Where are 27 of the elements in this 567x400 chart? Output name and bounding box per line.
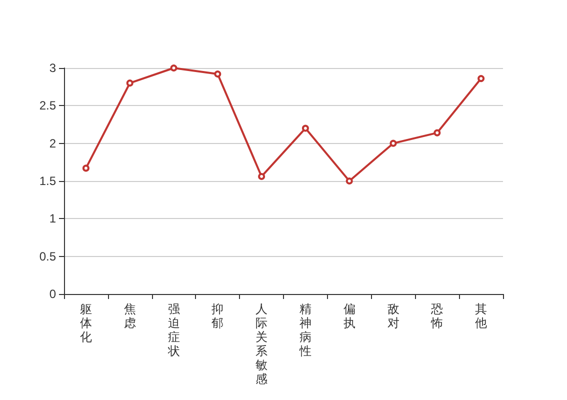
point bbox=[126, 80, 134, 87]
x-tick-label: 人际关系敏感 bbox=[256, 302, 268, 386]
y-tick-label: 1 bbox=[49, 212, 56, 226]
x-tick-label: 精神病性 bbox=[298, 302, 312, 358]
point bbox=[302, 124, 309, 132]
y-tick-label: 0.5 bbox=[39, 249, 56, 264]
y-tick-label: 3 bbox=[49, 61, 56, 75]
point bbox=[82, 164, 90, 172]
x-tick-label: 躯体化 bbox=[80, 302, 92, 344]
y-tick-label: 2.5 bbox=[39, 98, 56, 113]
point bbox=[434, 129, 441, 136]
point bbox=[214, 70, 222, 78]
x-tick-label: 抑郁 bbox=[212, 302, 224, 330]
y-tick-label: 0 bbox=[49, 287, 56, 301]
x-tick-label: 焦虑 bbox=[124, 302, 136, 330]
x-tick-label: 强迫症状 bbox=[166, 302, 180, 358]
point bbox=[390, 140, 397, 147]
x-tick-label: 其他 bbox=[475, 302, 488, 330]
x-tick-label: 偏执 bbox=[343, 302, 356, 330]
point bbox=[478, 75, 485, 82]
x-tick-label: 敌对 bbox=[387, 302, 400, 330]
point bbox=[170, 64, 178, 72]
y-tick-label: 1.5 bbox=[39, 174, 56, 188]
point bbox=[346, 178, 353, 184]
y-tick-label: 2 bbox=[49, 136, 56, 150]
point bbox=[258, 172, 266, 180]
x-tick-label: 恐怖 bbox=[430, 302, 444, 330]
